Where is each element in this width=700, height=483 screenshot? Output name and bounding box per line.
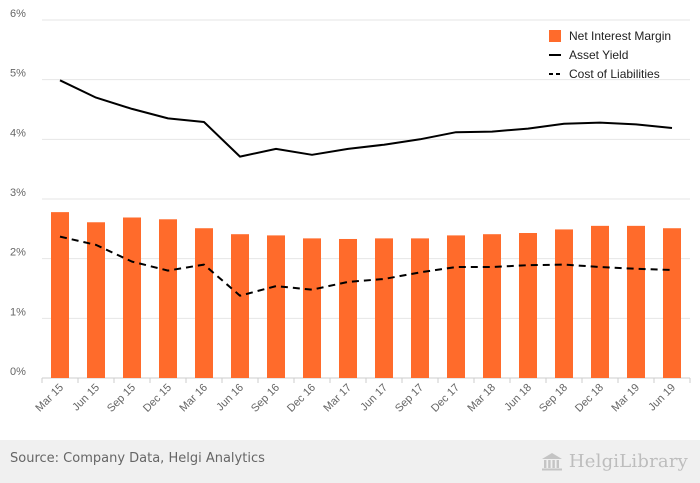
x-tick-label: Jun 15 xyxy=(70,382,102,414)
footer: Source: Company Data, Helgi Analytics He… xyxy=(0,440,700,483)
bar-net-interest-margin[interactable] xyxy=(51,212,69,378)
bar-series-net-interest-margin xyxy=(51,212,681,378)
logo-text: HelgiLibrary xyxy=(568,450,688,472)
helgi-library-logo[interactable]: HelgiLibrary xyxy=(541,448,688,474)
bar-net-interest-margin[interactable] xyxy=(195,228,213,378)
bar-net-interest-margin[interactable] xyxy=(447,235,465,378)
legend[interactable]: Net Interest Margin Asset Yield Cost of Li… xyxy=(549,29,671,81)
bar-net-interest-margin[interactable] xyxy=(591,225,609,378)
x-tick-label: Sep 17 xyxy=(393,382,426,415)
x-tick-label: Sep 18 xyxy=(537,382,570,415)
y-tick-label: 5% xyxy=(10,68,26,80)
y-tick-label: 0% xyxy=(10,366,26,378)
x-tick-label: Mar 17 xyxy=(321,382,354,415)
bar-net-interest-margin[interactable] xyxy=(339,238,357,378)
source-note: Source: Company Data, Helgi Analytics xyxy=(10,451,265,466)
legend-label: Net Interest Margin xyxy=(569,29,671,43)
x-tick-label: Mar 18 xyxy=(465,382,498,415)
x-axis-ticks: Mar 15 Jun 15 Sep 15 Dec 15 Mar 16 Jun 16 Sep … xyxy=(33,378,691,415)
line-asset-yield[interactable] xyxy=(59,79,673,158)
bar-net-interest-margin[interactable] xyxy=(483,234,501,378)
bar-net-interest-margin[interactable] xyxy=(555,229,573,378)
x-tick-label: Mar 15 xyxy=(33,382,66,415)
bar-net-interest-margin[interactable] xyxy=(159,219,177,378)
line-series xyxy=(59,79,673,297)
bar-net-interest-margin[interactable] xyxy=(663,228,681,378)
x-tick-label: Dec 15 xyxy=(141,382,174,415)
legend-label: Asset Yield xyxy=(569,48,628,62)
chart-plot: 0%1%2%3%4%5%6% Mar 15 Jun 15 Sep 15 Dec 15 M… xyxy=(10,8,691,415)
x-tick-label: Dec 18 xyxy=(573,382,606,415)
bar-net-interest-margin[interactable] xyxy=(303,238,321,378)
bar-net-interest-margin[interactable] xyxy=(375,238,393,378)
bar-net-interest-margin[interactable] xyxy=(87,222,105,378)
y-tick-label: 4% xyxy=(10,127,26,139)
legend-label: Cost of Liabilities xyxy=(569,67,660,81)
bar-net-interest-margin[interactable] xyxy=(267,235,285,378)
x-tick-label: Sep 15 xyxy=(105,382,138,415)
x-tick-label: Mar 16 xyxy=(177,382,210,415)
bar-net-interest-margin[interactable] xyxy=(231,234,249,378)
x-tick-label: Dec 16 xyxy=(285,382,318,415)
y-tick-label: 6% xyxy=(10,8,26,20)
library-building-icon xyxy=(541,451,563,471)
bar-net-interest-margin[interactable] xyxy=(123,217,141,378)
gridlines xyxy=(42,19,690,379)
y-tick-label: 3% xyxy=(10,187,26,199)
bar-net-interest-margin[interactable] xyxy=(627,225,645,378)
bar-net-interest-margin[interactable] xyxy=(411,238,429,378)
legend-item[interactable]: Cost of Liabilities xyxy=(549,67,660,81)
y-axis-ticks: 0% 1% 2% 3% 4% 5% 6% xyxy=(10,8,26,378)
bar-net-interest-margin[interactable] xyxy=(519,233,537,378)
x-tick-label: Jun 19 xyxy=(646,382,678,414)
x-tick-label: Jun 18 xyxy=(502,382,534,414)
x-tick-label: Dec 17 xyxy=(429,382,462,415)
x-tick-label: Mar 19 xyxy=(609,382,642,415)
legend-item[interactable]: Net Interest Margin xyxy=(549,29,671,43)
x-tick-label: Sep 16 xyxy=(249,382,282,415)
line-cost-of-liabilities[interactable] xyxy=(59,235,673,297)
legend-swatch xyxy=(549,30,561,42)
y-tick-label: 1% xyxy=(10,306,26,318)
x-tick-label: Jun 16 xyxy=(214,382,246,414)
legend-item[interactable]: Asset Yield xyxy=(549,48,628,62)
y-tick-label: 2% xyxy=(10,247,26,259)
x-tick-label: Jun 17 xyxy=(358,382,390,414)
